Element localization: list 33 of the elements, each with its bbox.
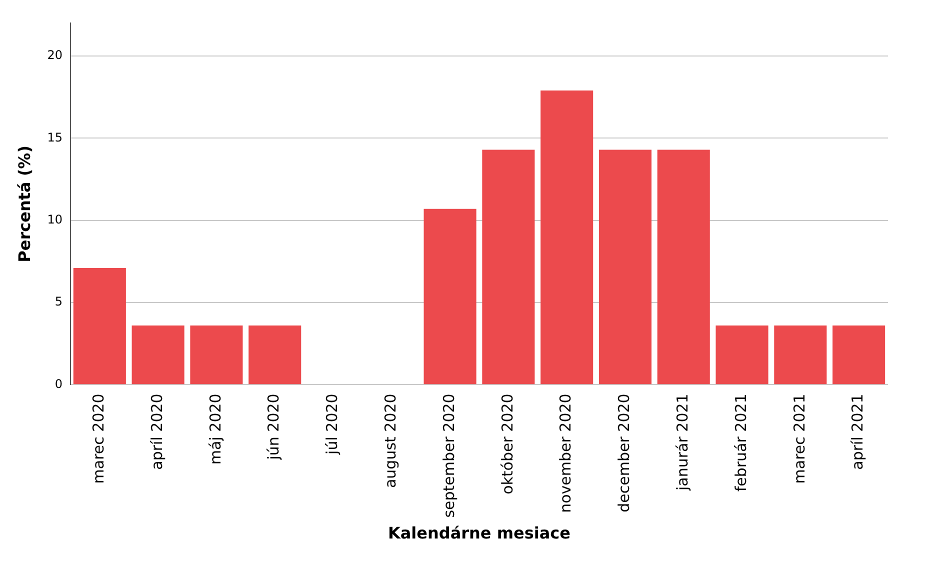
bar bbox=[540, 90, 594, 384]
bar bbox=[598, 150, 652, 384]
x-tick-label: marec 2021 bbox=[790, 394, 808, 484]
bar bbox=[774, 326, 827, 384]
y-tick-label: 0 bbox=[54, 376, 62, 391]
x-axis-title: Kalendárne mesiace bbox=[388, 524, 571, 543]
bar bbox=[716, 326, 768, 384]
x-tick-label: marec 2020 bbox=[90, 394, 108, 484]
x-tick-label: jún 2020 bbox=[264, 394, 283, 461]
y-tick-label: 20 bbox=[47, 48, 62, 62]
x-tick-label: janurár 2021 bbox=[674, 394, 692, 492]
bar bbox=[832, 326, 886, 384]
bar bbox=[482, 150, 535, 384]
y-tick-label: 10 bbox=[47, 212, 62, 226]
x-tick-label: august 2020 bbox=[382, 394, 400, 488]
bar bbox=[248, 326, 302, 384]
x-tick-label: február 2021 bbox=[732, 394, 750, 492]
bar bbox=[132, 326, 184, 384]
bar bbox=[73, 268, 126, 384]
x-tick-label: máj 2020 bbox=[206, 394, 224, 465]
bar bbox=[190, 326, 243, 384]
y-tick-label: 5 bbox=[54, 294, 62, 309]
x-tick-label: apríl 2020 bbox=[148, 394, 166, 470]
bar bbox=[424, 208, 476, 384]
x-tick-label: apríl 2021 bbox=[848, 394, 867, 470]
y-axis-title: Percentá (%) bbox=[14, 145, 34, 262]
x-tick-label: júl 2020 bbox=[323, 394, 342, 456]
x-tick-label: november 2020 bbox=[556, 394, 575, 513]
x-tick-label: október 2020 bbox=[498, 394, 516, 494]
x-tick-label: december 2020 bbox=[615, 394, 634, 512]
bar bbox=[657, 150, 710, 384]
x-tick-label: september 2020 bbox=[440, 394, 458, 518]
y-tick-label: 15 bbox=[47, 130, 62, 144]
